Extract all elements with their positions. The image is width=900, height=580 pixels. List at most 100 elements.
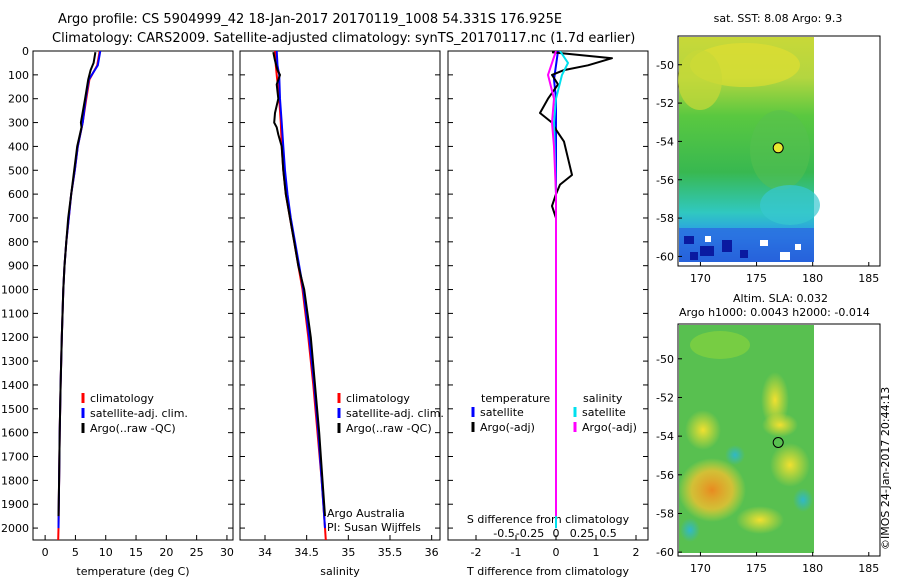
pressure-tick-label: 800 [8,236,29,249]
salinity-xtick-label: 34.5 [294,546,319,559]
pressure-tick-label: 2000 [1,522,29,535]
sla-lat-tick-label: -58 [656,507,674,520]
temperature-legend-label: climatology [90,392,154,405]
difference-s-tick-label: -0.5 [493,527,514,540]
salinity-xtick-label: 36 [425,546,439,559]
pressure-tick-label: 1000 [1,284,29,297]
argo-institution-annotation: Argo Australia [327,507,405,520]
pressure-tick-label: 1400 [1,379,29,392]
sst-map-title: sat. SST: 8.08 Argo: 9.3 [714,12,843,25]
sla-map-title: Altim. SLA: 0.032 [733,292,828,305]
sla-map-axes: -50 -52 -54 -56 -58 -60 170 175 180 185 [656,353,879,575]
salinity-xtick-label: 35 [341,546,355,559]
salinity-panel: 34 34.5 35 35.5 36 salinity climatology satelli… [239,50,444,578]
difference-temp-legend-label: Argo(-adj) [480,421,535,434]
temperature-xtick-label: 20 [159,546,173,559]
sla-lon-tick-label: 180 [802,562,823,575]
sst-lon-tick-label: 180 [802,272,823,285]
pressure-tick-label: 600 [8,188,29,201]
difference-s-tick-label: 0 [553,527,560,540]
difference-s-tick-label: 0.25 [570,527,595,540]
salinity-axis-label: salinity [320,565,360,578]
salinity-xtick-label: 34 [258,546,272,559]
difference-series-salinity-argo-adj [547,51,557,517]
sla-lon-tick-label: 175 [746,562,767,575]
sst-map-axes: -50 -52 -54 -56 -58 -60 170 175 180 185 [656,59,879,285]
difference-t-tick-label: 2 [633,546,640,559]
pressure-tick-label: 1600 [1,427,29,440]
sla-map-image [678,325,814,553]
sst-float-marker [772,142,784,154]
salinity-xtick-label: 35.5 [378,546,403,559]
salinity-legend-label: satellite-adj. clim. [346,407,444,420]
sla-lat-tick-label: -54 [656,430,674,443]
pressure-tick-label: 300 [8,117,29,130]
temperature-axis-label: temperature (deg C) [76,565,189,578]
temperature-xtick-label: 25 [190,546,204,559]
salinity-legend-label: Argo(..raw -QC) [346,422,432,435]
sla-lon-tick-label: 170 [690,562,711,575]
difference-t-tick-label: 0 [553,546,560,559]
difference-panel: -2 -1 0 1 2 -0.5 -0.25 0 0.25 0.5S difference fro… [447,50,649,578]
difference-salt-legend-label: Argo(-adj) [582,421,637,434]
salinity-series-argo-raw-qc [272,51,326,517]
temperature-xtick-label: 10 [99,546,113,559]
difference-plot-frame [447,50,649,541]
pressure-tick-label: 900 [8,260,29,273]
figure-title-line-1: Argo profile: CS 5904999_42 18-Jan-2017 … [58,12,562,27]
sst-lat-tick-label: -56 [656,174,674,187]
temperature-xtick-label: 15 [129,546,143,559]
temperature-legend-label: satellite-adj. clim. [90,407,188,420]
sst-map-image [678,37,820,262]
pressure-tick-label: 500 [8,164,29,177]
pressure-tick-label: 1200 [1,331,29,344]
pressure-tick-label: 0 [22,45,29,58]
difference-s-tick-label: 0.5 [599,527,617,540]
sst-lat-tick-label: -50 [656,59,674,72]
pressure-tick-label: 200 [8,93,29,106]
pressure-tick-label: 1100 [1,307,29,320]
temperature-xtick-label: 30 [220,546,234,559]
difference-temp-legend-label: satellite [480,406,524,419]
t-difference-axis-label: T difference from climatology [466,565,629,578]
sla-map-subtitle: Argo h1000: 0.0043 h2000: -0.014 [679,306,870,319]
sst-lon-tick-label: 175 [746,272,767,285]
pressure-tick-label: 1900 [1,498,29,511]
temperature-xtick-label: 0 [42,546,49,559]
sla-lat-tick-label: -56 [656,469,674,482]
difference-legend-title-salinity: salinity [583,392,623,405]
sst-lon-tick-label: 170 [690,272,711,285]
sla-lat-tick-label: -60 [656,546,674,559]
sst-lon-tick-label: 185 [858,272,879,285]
difference-t-tick-label: -2 [471,546,482,559]
difference-s-tick-label: -0.25 [516,527,544,540]
sla-lat-tick-label: -52 [656,391,674,404]
pi-annotation: PI: Susan Wijffels [327,521,421,534]
temperature-xtick-label: 5 [72,546,79,559]
sla-lat-tick-label: -50 [656,353,674,366]
figure-title-line-2: Climatology: CARS2009. Satellite-adjuste… [52,31,635,46]
s-difference-axis-label: S difference from climatology [467,513,630,526]
sst-lat-tick-label: -54 [656,135,674,148]
temperature-plot-frame [32,50,234,541]
pressure-tick-label: 1700 [1,451,29,464]
pressure-tick-label: 1300 [1,355,29,368]
pressure-tick-label: 700 [8,212,29,225]
sst-map: sat. SST: 8.08 Argo: 9.3 -50 -52 -54 -56 -58… [656,12,881,285]
temperature-panel: 0100200300400500600700800900100011001200… [1,45,234,578]
salinity-plot-frame [239,50,441,541]
temperature-legend-label: Argo(..raw -QC) [90,422,176,435]
salinity-legend-label: climatology [346,392,410,405]
sla-float-marker [772,437,784,448]
sla-lon-tick-label: 185 [858,562,879,575]
imos-credit: ©IMOS 24-Jan-2017 20:44:13 [879,387,892,550]
pressure-tick-label: 1500 [1,403,29,416]
temperature-series-argo-raw-qc [57,52,97,517]
pressure-tick-label: 1800 [1,474,29,487]
sst-lat-tick-label: -52 [656,97,674,110]
difference-t-tick-label: 1 [593,546,600,559]
difference-salt-legend-label: satellite [582,406,626,419]
sst-lat-tick-label: -60 [656,250,674,263]
pressure-tick-label: 100 [8,69,29,82]
